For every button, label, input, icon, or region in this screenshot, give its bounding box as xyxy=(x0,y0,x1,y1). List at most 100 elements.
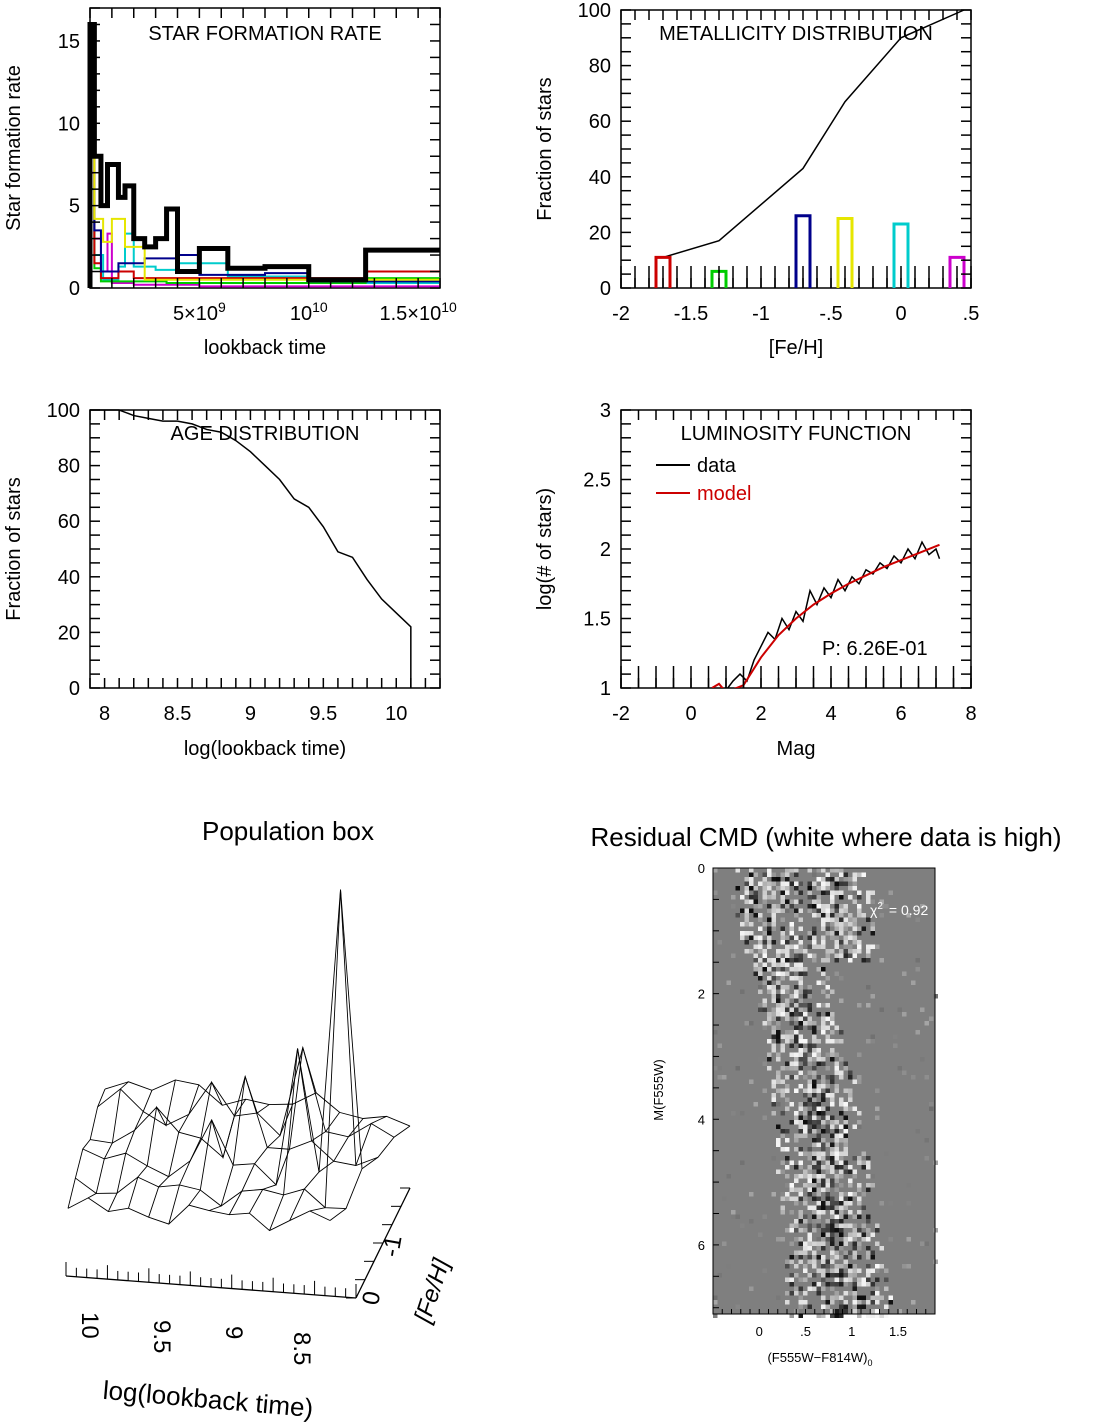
cmd-cell xyxy=(771,967,776,972)
cmd-cell xyxy=(785,881,790,886)
cmd-cell xyxy=(830,1016,835,1021)
cmd-cell xyxy=(830,1295,835,1300)
cmd-cell xyxy=(816,1106,821,1111)
cmd-cell xyxy=(789,1012,794,1017)
cmd-cell xyxy=(767,886,772,891)
cmd-cell xyxy=(843,1160,848,1165)
cmd-cell xyxy=(816,913,821,918)
cmd-cell xyxy=(830,1219,835,1224)
cmd-cell xyxy=(812,913,817,918)
cmd-cell xyxy=(798,1187,803,1192)
cmd-cell xyxy=(834,1201,839,1206)
cmd-cell xyxy=(875,1115,880,1120)
cmd-cell xyxy=(771,1012,776,1017)
cmd-cell xyxy=(762,967,767,972)
cmd-cell xyxy=(744,940,749,945)
cmd-cell xyxy=(807,1246,812,1251)
cmd-cell xyxy=(749,895,754,900)
cmd-cell xyxy=(798,1115,803,1120)
cmd-cell xyxy=(839,1183,844,1188)
age-xtick-label: 10 xyxy=(385,703,407,725)
cmd-cell xyxy=(825,949,830,954)
cmd-cell xyxy=(861,1021,866,1026)
cmd-cell xyxy=(825,1124,830,1129)
cmd-cell xyxy=(843,944,848,949)
cmd-cell xyxy=(735,868,740,873)
cmd-cell xyxy=(735,913,740,918)
cmd-cell xyxy=(839,926,844,931)
age-xtick-label: 8.5 xyxy=(164,703,192,725)
cmd-cell xyxy=(816,1061,821,1066)
cmd-cell xyxy=(875,1300,880,1305)
cmd-cell xyxy=(771,1048,776,1053)
cmd-cell xyxy=(807,1187,812,1192)
cmd-cell xyxy=(785,1084,790,1089)
cmd-cell xyxy=(870,1034,875,1039)
cmd-cell xyxy=(794,1052,799,1057)
cmd-cell xyxy=(852,1264,857,1269)
cmd-cell xyxy=(812,1025,817,1030)
cmd-cell xyxy=(866,1219,871,1224)
cmd-cell xyxy=(861,1192,866,1197)
cmd-cell xyxy=(780,958,785,963)
cmd-cell xyxy=(798,1250,803,1255)
cmd-cell xyxy=(803,1264,808,1269)
cmd-cell xyxy=(825,1106,830,1111)
cmd-cell xyxy=(834,1291,839,1296)
cmd-cell xyxy=(852,1300,857,1305)
cmd-cell xyxy=(834,908,839,913)
cmd-cell xyxy=(821,890,826,895)
cmd-cell xyxy=(798,908,803,913)
cmd-cell xyxy=(762,1115,767,1120)
cmd-cell xyxy=(794,1174,799,1179)
cmd-cell xyxy=(812,1264,817,1269)
cmd-cell xyxy=(830,989,835,994)
sfr-ylabel: Star formation rate xyxy=(3,65,25,231)
cmd-cell xyxy=(807,994,812,999)
cmd-cell xyxy=(767,868,772,873)
cmd-cell xyxy=(843,1223,848,1228)
cmd-cell xyxy=(785,953,790,958)
cmd-cell xyxy=(852,1223,857,1228)
cmd-cell xyxy=(803,1300,808,1305)
cmd-cell xyxy=(771,962,776,967)
met-ytick-label: 20 xyxy=(589,222,611,244)
cmd-cell xyxy=(834,1174,839,1179)
cmd-cell xyxy=(789,944,794,949)
cmd-cell xyxy=(830,1214,835,1219)
cmd-cell xyxy=(848,944,853,949)
cmd-cell xyxy=(771,922,776,927)
cmd-cell xyxy=(825,1282,830,1287)
cmd-cell xyxy=(848,877,853,882)
cmd-cell xyxy=(821,904,826,909)
cmd-cell xyxy=(798,1016,803,1021)
cmd-cell xyxy=(744,886,749,891)
cmd-cell xyxy=(852,1214,857,1219)
cmd-cell xyxy=(780,908,785,913)
cmd-cell xyxy=(807,1111,812,1116)
lf-xtick-label: 6 xyxy=(895,703,906,725)
cmd-cell xyxy=(875,1106,880,1111)
cmd-cell xyxy=(839,890,844,895)
lf-xtick-label: 8 xyxy=(965,703,976,725)
cmd-cell xyxy=(803,1102,808,1107)
cmd-cell xyxy=(785,1264,790,1269)
cmd-cell xyxy=(789,1003,794,1008)
cmd-xlabel: (F555W−F814W)0 xyxy=(767,1350,872,1368)
cmd-cell xyxy=(821,1174,826,1179)
cmd-cell xyxy=(857,913,862,918)
popbox-xtick-label: 8.5 xyxy=(288,1332,315,1365)
cmd-cell xyxy=(821,1201,826,1206)
cmd-cell xyxy=(762,1021,767,1026)
cmd-cell xyxy=(816,895,821,900)
cmd-cell xyxy=(821,958,826,963)
age-ytick-label: 0 xyxy=(69,678,80,700)
cmd-cell xyxy=(807,1286,812,1291)
cmd-cell xyxy=(776,1057,781,1062)
cmd-cell xyxy=(735,1304,740,1309)
cmd-cell xyxy=(789,1277,794,1282)
cmd-cell xyxy=(771,1097,776,1102)
cmd-cell xyxy=(834,1268,839,1273)
cmd-cell xyxy=(807,1021,812,1026)
cmd-cell xyxy=(848,1210,853,1215)
